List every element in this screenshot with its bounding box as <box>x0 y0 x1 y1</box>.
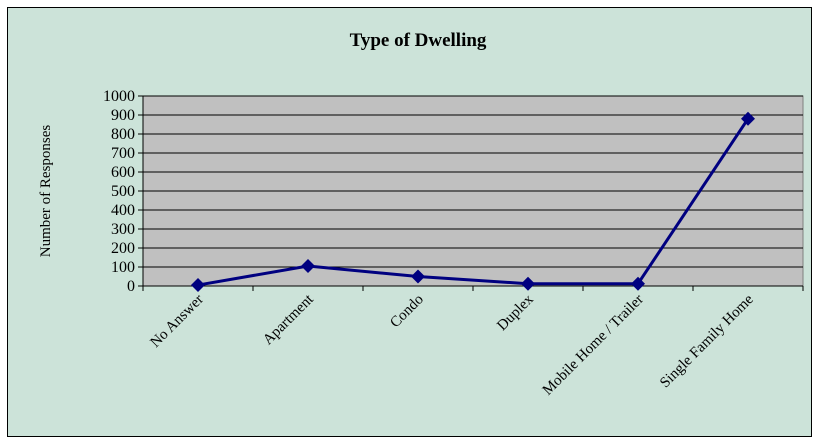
y-axis-label: Number of Responses <box>38 125 54 258</box>
chart-svg: Type of Dwelling Number of Responses 0 10… <box>38 30 804 399</box>
chart-title: Type of Dwelling <box>350 30 487 51</box>
series-line-path <box>197 117 750 287</box>
x-category-label: Single Family Home <box>657 291 757 391</box>
chart-frame: Type of Dwelling Number of Responses 0 10… <box>7 7 812 437</box>
x-category-labels: No Answer Apartment Condo Duplex Mobile Home… <box>147 291 757 399</box>
y-tick-label: 500 <box>111 183 135 200</box>
y-tick-label: 800 <box>111 126 135 143</box>
y-tick-label: 1000 <box>103 88 135 105</box>
data-point-marker <box>631 276 645 291</box>
x-category-label: Apartment <box>260 291 317 348</box>
data-point-marker <box>741 111 755 126</box>
data-point-marker <box>191 278 205 293</box>
y-tick-label: 0 <box>127 278 135 295</box>
x-category-label: Condo <box>387 292 427 332</box>
y-tick-label: 600 <box>111 164 135 181</box>
y-tick-label: 100 <box>111 259 135 276</box>
axes <box>138 95 804 291</box>
x-category-label: No Answer <box>147 292 206 351</box>
x-category-label: Duplex <box>494 291 537 334</box>
y-tick-labels: 0 100 200 300 400 500 600 700 800 900 1000 <box>103 88 135 295</box>
data-point-marker <box>301 259 315 274</box>
grid-lines <box>143 95 803 268</box>
y-tick-label: 900 <box>111 107 135 124</box>
y-tick-label: 400 <box>111 202 135 219</box>
y-tick-label: 700 <box>111 145 135 162</box>
y-tick-label: 200 <box>111 240 135 257</box>
y-tick-label: 300 <box>111 221 135 238</box>
series-line <box>191 111 755 293</box>
data-point-marker <box>411 269 425 284</box>
x-category-label: Mobile Home / Trailer <box>540 292 647 399</box>
data-point-marker <box>521 276 535 291</box>
